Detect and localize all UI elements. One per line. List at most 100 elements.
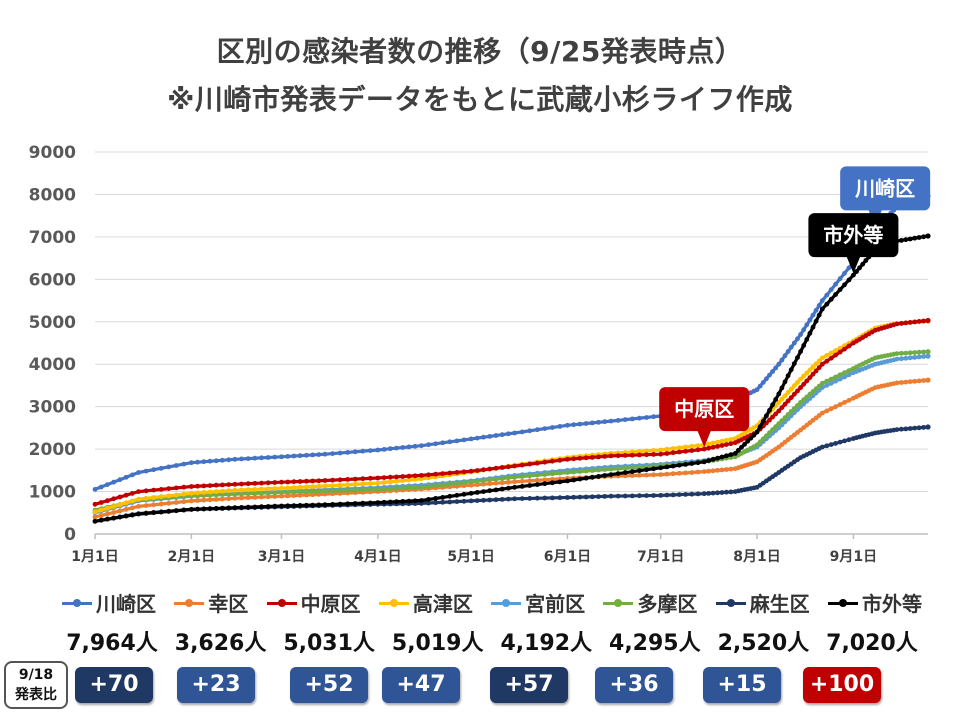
data-point <box>837 287 843 292</box>
data-point <box>534 427 540 433</box>
data-point <box>474 490 480 495</box>
data-point <box>571 494 577 500</box>
data-point <box>804 322 810 328</box>
data-point <box>767 372 772 378</box>
data-point <box>615 453 621 459</box>
data-point <box>899 356 904 362</box>
data-point <box>316 502 322 508</box>
data-point <box>819 298 825 303</box>
data-point <box>557 457 563 463</box>
data-point <box>894 321 900 327</box>
diff-badge: +100 <box>803 667 881 703</box>
data-point <box>143 488 149 494</box>
data-point <box>213 489 219 494</box>
data-point <box>534 477 540 483</box>
data-point <box>637 472 642 478</box>
data-point <box>226 488 232 494</box>
data-point <box>767 417 772 423</box>
data-point <box>493 487 499 493</box>
data-point <box>689 491 695 497</box>
data-point <box>899 426 904 432</box>
data-point <box>123 513 129 519</box>
data-point <box>739 444 744 450</box>
data-point <box>589 474 595 480</box>
legend-label: 高津区 <box>412 592 473 616</box>
data-point <box>220 457 225 463</box>
data-point <box>419 473 424 478</box>
data-point <box>474 482 480 488</box>
data-point <box>158 509 164 515</box>
data-point <box>837 349 843 355</box>
data-point <box>801 381 807 387</box>
data-point <box>304 452 309 458</box>
data-point <box>788 367 794 373</box>
data-point <box>394 474 399 480</box>
data-point <box>285 454 291 459</box>
data-point <box>819 444 825 450</box>
data-point <box>245 481 251 487</box>
data-point <box>658 451 664 457</box>
data-point <box>461 498 467 504</box>
data-point <box>602 467 608 472</box>
data-point <box>724 467 729 472</box>
data-point <box>447 470 453 476</box>
line-chart: 0 1000 2000 3000 4000 5000 6000 7000 8000 9000 1月1… <box>29 143 931 565</box>
data-point <box>571 456 577 462</box>
data-point <box>220 492 225 497</box>
data-point <box>608 418 614 424</box>
data-point <box>837 372 843 378</box>
data-point <box>912 350 918 355</box>
data-point <box>252 487 258 492</box>
data-point <box>352 481 358 487</box>
data-point <box>297 492 303 498</box>
data-point <box>842 282 847 288</box>
data-point <box>846 368 852 373</box>
data-point <box>824 358 830 364</box>
diff-badge: +52 <box>290 667 368 703</box>
data-point <box>304 478 309 484</box>
legend-marker <box>174 598 205 608</box>
data-point <box>279 490 284 495</box>
data-point <box>782 415 788 420</box>
data-point <box>622 453 628 458</box>
data-point <box>710 440 716 446</box>
data-point <box>550 495 555 501</box>
data-point <box>360 481 366 487</box>
data-point <box>801 343 807 348</box>
data-point <box>375 480 381 486</box>
data-point <box>833 374 838 380</box>
data-point <box>181 491 187 497</box>
data-point <box>676 462 682 468</box>
data-point <box>651 493 656 498</box>
data-point <box>92 487 98 492</box>
legend-marker <box>378 598 409 608</box>
data-point <box>304 484 309 490</box>
data-point <box>487 466 493 472</box>
data-point <box>695 460 701 466</box>
data-point <box>322 502 328 508</box>
data-point <box>899 350 904 356</box>
data-point <box>602 454 608 459</box>
data-point <box>136 470 141 475</box>
data-point <box>189 484 194 489</box>
data-point <box>764 433 769 439</box>
data-point <box>419 476 424 482</box>
data-point <box>337 450 343 456</box>
data-point <box>728 489 734 495</box>
data-point <box>136 489 141 494</box>
data-point <box>447 499 453 505</box>
x-tick-label: 9月1日 <box>830 549 877 565</box>
data-point <box>724 442 729 447</box>
data-point <box>534 482 540 487</box>
data-point <box>367 500 373 506</box>
data-point <box>201 483 207 489</box>
data-point <box>798 349 803 354</box>
legend-label: 幸区 <box>208 592 249 616</box>
data-point <box>345 482 351 488</box>
data-point <box>252 504 258 510</box>
data-point <box>189 498 194 504</box>
data-point <box>577 469 583 474</box>
data-point <box>658 472 664 477</box>
data-point <box>773 424 779 430</box>
